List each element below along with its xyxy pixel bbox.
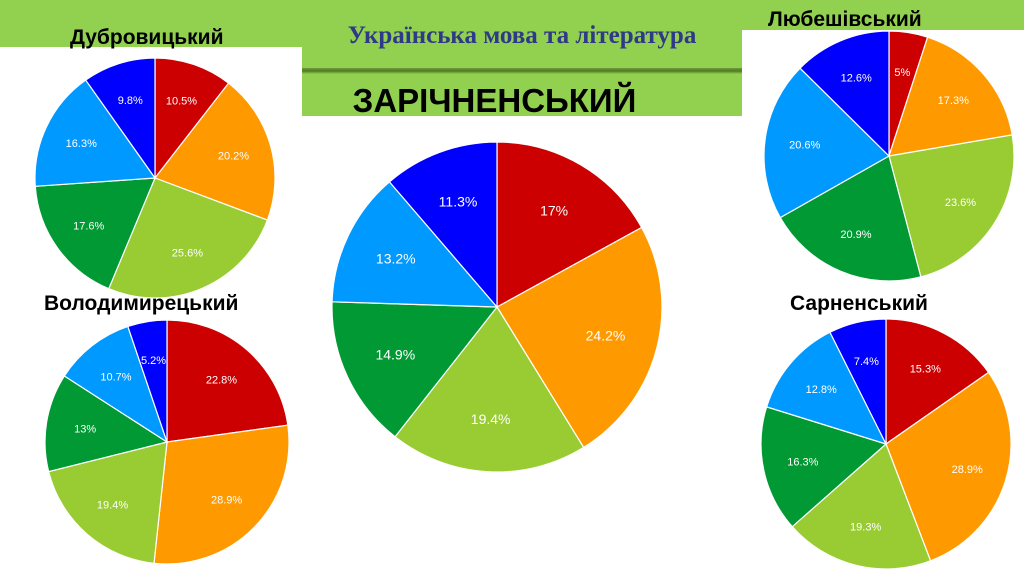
- slice-label: 28.9%: [952, 464, 983, 476]
- pie-slice: [496, 226, 663, 449]
- district-banner: [302, 74, 742, 116]
- pie-chart-zarichnenskyi: 17% 24.2% 19.4% 14.9% 13.2% 11.3%: [331, 141, 663, 473]
- pie-slice: [388, 141, 498, 309]
- slice-label: 20.6%: [789, 140, 820, 152]
- pie-slice: [829, 318, 887, 445]
- pie-slice: [760, 406, 888, 528]
- slice-label: 11.3%: [439, 194, 478, 210]
- pie-slice: [331, 181, 499, 308]
- pie-slice: [885, 371, 1012, 562]
- slice-label: 9.8%: [118, 95, 143, 107]
- slice-label: 17%: [540, 202, 568, 218]
- header-right-strip: [742, 0, 1024, 30]
- slice-label: 17.6%: [73, 220, 104, 232]
- pie-slice: [888, 36, 1013, 157]
- main-district-title: ЗАРІЧНЕНСЬКИЙ: [352, 82, 637, 119]
- pie-slice: [496, 141, 643, 309]
- slice-label: 12.6%: [841, 72, 872, 84]
- pie-slice: [127, 319, 168, 443]
- chart-title-sarnenskyi: Сарненський: [790, 292, 928, 315]
- pie-chart-dubrovytskyi: 10.5% 20.2% 25.6% 17.6% 16.3% 9.8%: [34, 57, 276, 299]
- pie-slice: [84, 57, 156, 180]
- slice-label: 5.2%: [141, 355, 166, 367]
- pie-chart-volodymyretskyi: 22.8% 28.9% 19.4% 13% 10.7% 5.2%: [44, 319, 290, 565]
- subject-title: Українська мова та література: [347, 22, 697, 49]
- slice-label: 17.3%: [938, 95, 969, 107]
- slice-label: 15.3%: [910, 363, 941, 375]
- pie-slice: [34, 177, 156, 290]
- pie-slice: [166, 319, 289, 443]
- slice-label: 19.4%: [471, 411, 511, 427]
- slice-label: 19.3%: [850, 521, 881, 533]
- slice-label: 5%: [894, 67, 910, 79]
- slice-label: 7.4%: [854, 356, 879, 368]
- pie-slice: [791, 442, 932, 570]
- pie-chart-sarnenskyi: 15.3% 28.9% 19.3% 16.3% 12.8% 7.4%: [760, 318, 1012, 570]
- pie-slice: [765, 331, 888, 445]
- pie-slice: [394, 305, 585, 473]
- pie-slice: [799, 30, 890, 158]
- pie-slice: [154, 57, 230, 180]
- slice-label: 10.5%: [166, 96, 197, 108]
- pie-slice: [888, 134, 1015, 278]
- pie-slice: [779, 155, 922, 282]
- slice-label: 24.2%: [586, 327, 626, 343]
- pie-slice: [331, 301, 499, 438]
- slice-label: 13%: [74, 423, 96, 435]
- slice-label: 20.9%: [840, 229, 871, 241]
- slice-label: 19.4%: [97, 499, 128, 511]
- slice-label: 20.2%: [218, 151, 249, 163]
- pie-chart-liubeshivskyi: 5% 17.3% 23.6% 20.9% 20.6% 12.6%: [763, 30, 1015, 282]
- title-banner: [302, 0, 742, 70]
- pie-slice: [154, 82, 276, 221]
- chart-title-dubrovytskyi: Дубровицький: [70, 26, 224, 49]
- pie-slice: [107, 177, 269, 299]
- slice-label: 13.2%: [376, 250, 416, 266]
- title-banner-divider: [302, 68, 742, 74]
- slice-label: 16.3%: [66, 138, 97, 150]
- pie-slice: [63, 325, 169, 444]
- slice-label: 14.9%: [375, 346, 415, 362]
- slice-label: 23.6%: [945, 197, 976, 209]
- pie-slice: [153, 424, 290, 565]
- slice-label: 22.8%: [206, 374, 237, 386]
- slice-label: 28.9%: [211, 495, 242, 507]
- pie-slice: [885, 318, 990, 446]
- pie-slice: [44, 375, 169, 473]
- pie-slice: [763, 67, 890, 219]
- pie-slice: [47, 441, 168, 564]
- chart-title-volodymyretskyi: Володимирецький: [44, 292, 239, 315]
- chart-title-liubeshivskyi: Любешівський: [768, 8, 922, 31]
- slice-label: 25.6%: [172, 248, 203, 260]
- slice-label: 16.3%: [787, 457, 818, 469]
- slice-label: 12.8%: [806, 384, 837, 396]
- pie-slice: [34, 79, 157, 187]
- slice-label: 10.7%: [100, 371, 131, 383]
